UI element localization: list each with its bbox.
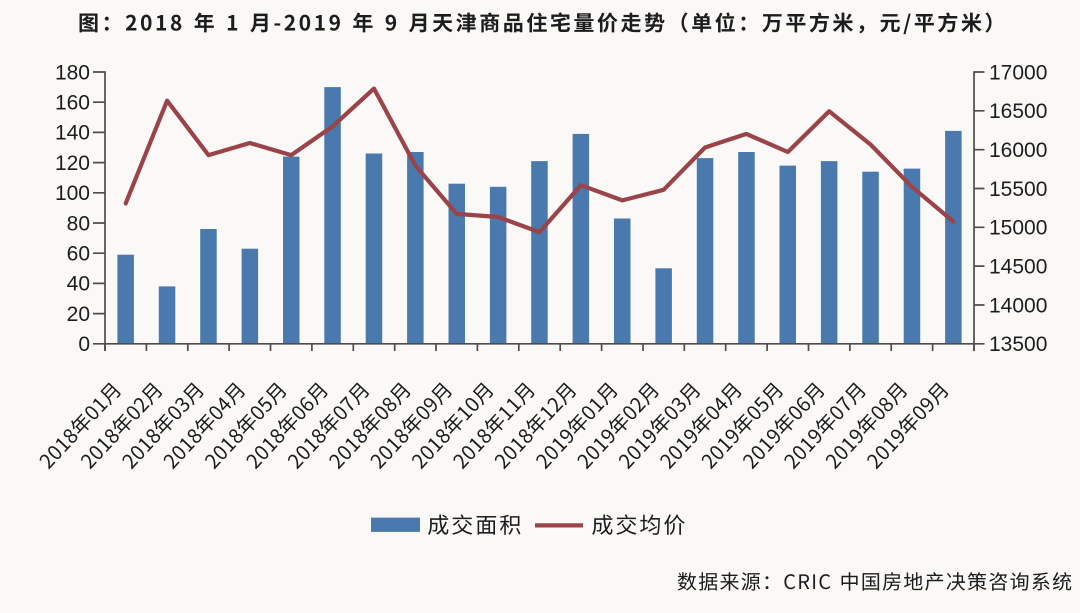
svg-text:16500: 16500	[989, 100, 1047, 123]
svg-text:13500: 13500	[989, 333, 1047, 356]
svg-text:80: 80	[67, 212, 90, 235]
svg-text:16000: 16000	[989, 139, 1047, 162]
svg-text:20: 20	[67, 303, 90, 326]
svg-text:17000: 17000	[989, 61, 1047, 84]
svg-text:100: 100	[55, 182, 90, 205]
svg-text:40: 40	[67, 273, 90, 296]
svg-text:14500: 14500	[989, 255, 1047, 278]
svg-text:15000: 15000	[989, 217, 1047, 240]
svg-text:160: 160	[55, 92, 90, 115]
svg-text:0: 0	[78, 333, 90, 356]
svg-text:15500: 15500	[989, 178, 1047, 201]
svg-text:14000: 14000	[989, 294, 1047, 317]
svg-text:60: 60	[67, 243, 90, 266]
svg-text:120: 120	[55, 152, 90, 175]
svg-text:140: 140	[55, 122, 90, 145]
svg-text:180: 180	[55, 61, 90, 84]
